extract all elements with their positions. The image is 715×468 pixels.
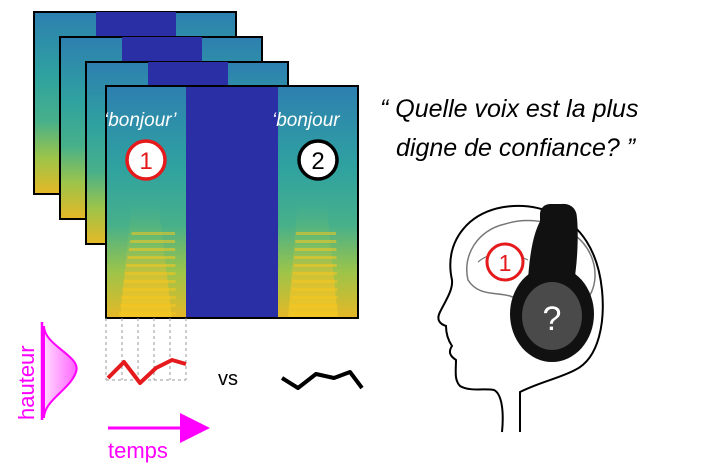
stimulus-marker-2: 2 [297,139,339,181]
time-axis-label: temps [108,438,168,463]
headphones-icon [510,203,594,362]
pitch-axis-label: hauteur [14,345,39,420]
pitch-distribution-curve [43,325,78,419]
question-quote-line-1: “ Quelle voix est la plus [380,95,638,123]
stimulus-word-second: ‘bonjour [272,110,340,131]
head-profile-icon [437,204,604,433]
stimulus-marker-1: 1 [125,139,167,181]
unknown-choice-question-mark: ? [543,300,562,338]
pitch-contour-first [106,358,187,385]
spectrogram-panel-front [105,85,359,319]
time-segment-grid [105,318,187,381]
stimulus-marker-2-label: 2 [311,148,324,175]
listener-choice-marker: 1 [485,242,525,282]
stimulus-word-first: ‘bonjour’ [104,110,177,131]
pitch-contour-second [280,370,364,390]
question-quote-line-2: digne de confiance? ” [396,134,637,162]
listener-choice-label: 1 [499,250,512,276]
comparison-label: vs [218,368,238,390]
stimulus-marker-1-label: 1 [139,148,152,175]
